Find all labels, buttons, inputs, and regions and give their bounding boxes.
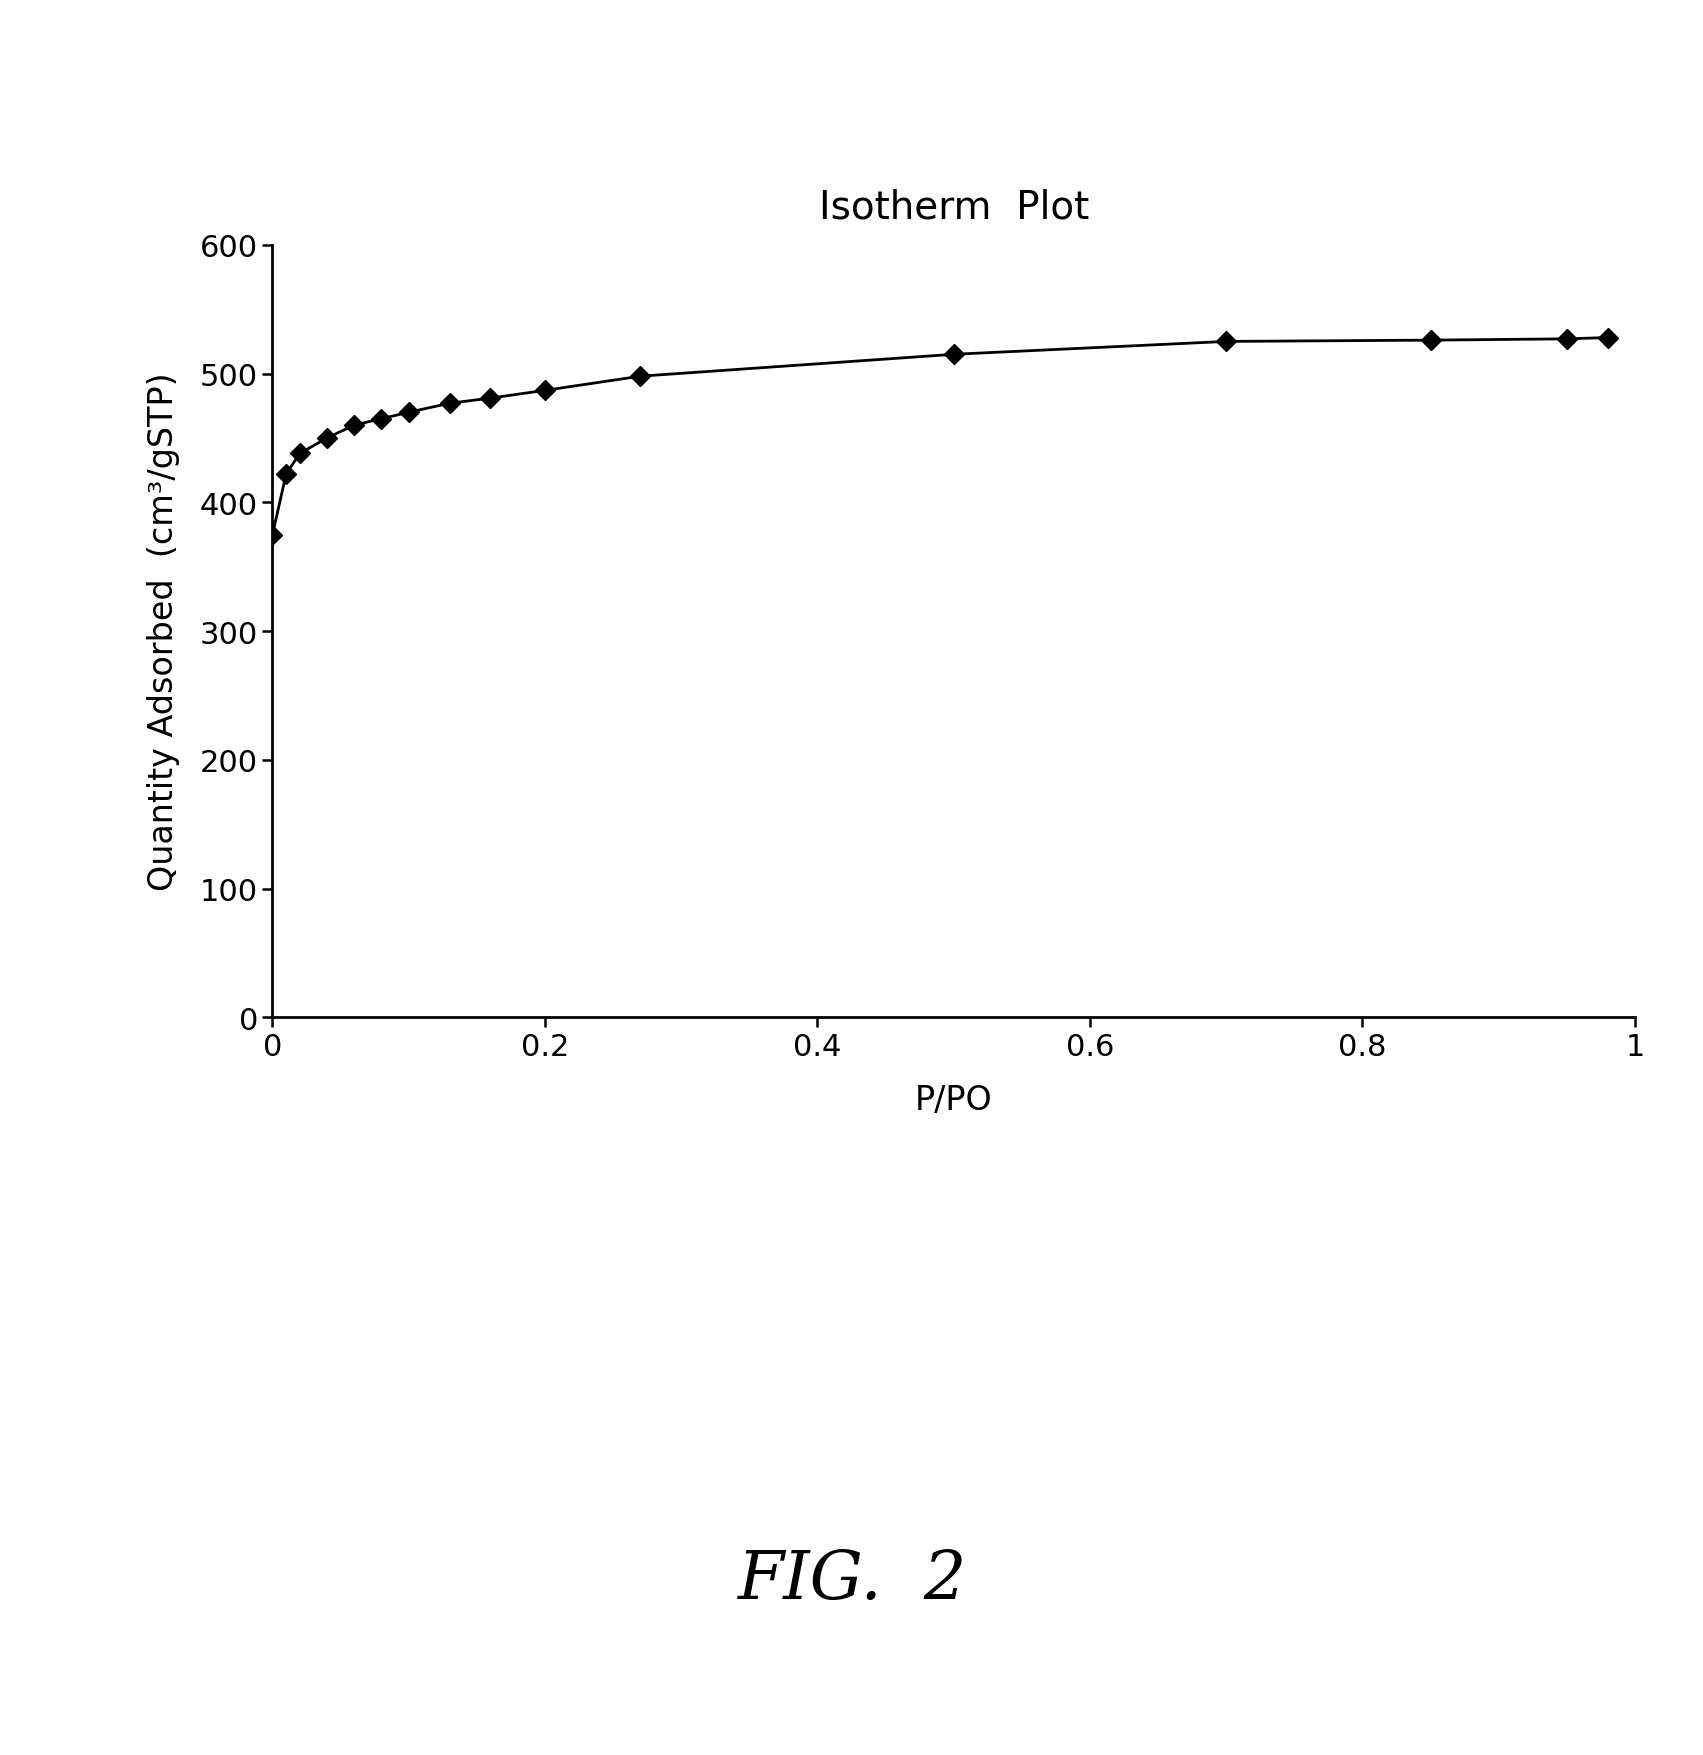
Y-axis label: Quantity Adsorbed  (cm³/gSTP): Quantity Adsorbed (cm³/gSTP) bbox=[146, 372, 181, 892]
X-axis label: P/PO: P/PO bbox=[915, 1083, 993, 1116]
Title: Isotherm  Plot: Isotherm Plot bbox=[819, 188, 1088, 226]
Text: FIG.  2: FIG. 2 bbox=[737, 1546, 966, 1613]
